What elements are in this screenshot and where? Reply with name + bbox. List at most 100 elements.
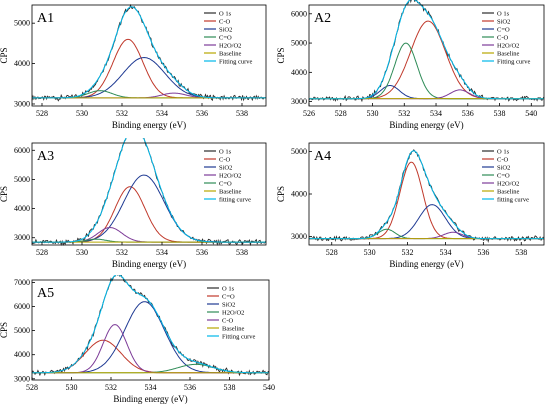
x-tick-label: 538 <box>236 109 248 118</box>
y-tick-label: 4000 <box>291 68 307 77</box>
plot-frame <box>31 4 267 107</box>
y-tick-label: 5000 <box>14 175 30 184</box>
x-tick-label: 532 <box>105 383 117 392</box>
y-tick-label: 3000 <box>14 99 30 108</box>
plot-frame <box>308 4 545 107</box>
legend-label: C-O <box>222 318 234 325</box>
x-tick-label: 534 <box>439 248 451 257</box>
x-tick-label: 530 <box>367 109 379 118</box>
series-sio2 <box>309 204 544 240</box>
panel-label: A1 <box>37 11 54 26</box>
legend-label: C=O <box>219 181 232 188</box>
legend-label: Fitting curve <box>222 334 256 341</box>
chart-svg: 528 530 532 534 536 538 3000 4000 5000 6000 Bindin… <box>0 138 267 269</box>
x-tick-label: 528 <box>335 109 347 118</box>
y-tick-label: 5000 <box>291 147 307 156</box>
x-tick-label: 534 <box>430 109 442 118</box>
legend-label: H2O/O2 <box>219 173 241 180</box>
legend-label: Baseline <box>219 51 241 58</box>
series-c-o <box>309 85 544 100</box>
series-fitting-curve <box>309 0 544 100</box>
y-tick-label: 4000 <box>14 350 30 359</box>
x-axis-label: Binding energy (eV) <box>112 259 186 269</box>
legend-label: C-O <box>219 19 231 26</box>
x-tick-label: 536 <box>196 248 208 257</box>
chart-panel-a5: 528 530 532 534 536 538 540 3000 4000 5000 6000 700… <box>0 275 275 410</box>
y-tick-label: 5000 <box>291 39 307 48</box>
plot-frame <box>31 142 267 246</box>
plot-area <box>308 149 545 243</box>
legend-label: C-O <box>497 35 509 42</box>
legend-label: H2O/O2 <box>497 181 519 188</box>
x-tick-label: 526 <box>303 109 315 118</box>
legend-label: C=O <box>222 294 235 301</box>
y-tick-label: 4000 <box>14 59 30 68</box>
legend-label: Fitting curve <box>497 59 531 66</box>
series-fitting-curve <box>309 150 544 240</box>
legend-label: Baseline <box>219 189 241 196</box>
x-tick-label: 538 <box>515 248 527 257</box>
chart-panel-a1: 528 530 532 534 536 538 3000 4000 5000 Binding en… <box>0 0 272 136</box>
x-tick-label: 528 <box>26 383 38 392</box>
x-tick-label: 540 <box>525 109 537 118</box>
x-axis-label: Binding energy (eV) <box>389 259 463 269</box>
legend-label: fitting curve <box>219 197 251 204</box>
y-axis-label: CPS <box>0 186 9 202</box>
x-tick-label: 538 <box>494 109 506 118</box>
legend-label: SiO2 <box>222 302 235 309</box>
legend-label: O 1s <box>219 11 232 18</box>
series-fitting-curve <box>32 275 269 374</box>
y-tick-label: 6000 <box>291 9 307 18</box>
x-tick-label: 536 <box>196 109 208 118</box>
y-tick-label: 4000 <box>14 204 30 213</box>
y-axis-label: CPS <box>277 186 286 202</box>
legend-label: SiO2 <box>219 27 232 34</box>
chart-svg: 526 528 530 532 534 536 538 540 3000 4000 5000 6000… <box>277 0 545 130</box>
plot-area <box>308 0 545 103</box>
chart-svg: 528 530 532 534 536 538 3000 4000 5000 Binding en… <box>0 3 267 130</box>
x-tick-label: 536 <box>477 248 489 257</box>
legend-label: Baseline <box>222 326 244 333</box>
legend-label: C=O <box>219 35 232 42</box>
legend-label: C-O <box>219 157 231 164</box>
y-tick-label: 7000 <box>14 278 30 287</box>
panel-label: A3 <box>37 149 54 164</box>
x-tick-label: 538 <box>236 248 248 257</box>
chart-panel-a2: 526 528 530 532 534 536 538 540 3000 4000 5000 6000… <box>277 0 550 136</box>
x-axis-label: Binding energy (eV) <box>113 394 187 404</box>
legend-label: H2O/O2 <box>219 43 241 50</box>
x-tick-label: 532 <box>398 109 410 118</box>
x-axis-label: Binding energy (eV) <box>112 120 186 130</box>
y-axis-label: CPS <box>0 322 9 338</box>
y-tick-label: 3000 <box>14 374 30 383</box>
y-tick-label: 6000 <box>14 146 30 155</box>
series-fitting-curve <box>32 6 266 99</box>
x-tick-label: 530 <box>66 383 78 392</box>
x-tick-label: 536 <box>184 383 196 392</box>
chart-svg: 528 530 532 534 536 538 540 3000 4000 5000 6000 700… <box>0 275 275 404</box>
x-tick-label: 528 <box>326 248 338 257</box>
x-tick-label: 532 <box>402 248 414 257</box>
series-h2o-o2 <box>32 226 266 243</box>
panel-label: A5 <box>37 286 54 301</box>
x-tick-label: 530 <box>76 248 88 257</box>
y-axis-label: CPS <box>0 47 9 63</box>
y-tick-label: 5000 <box>14 19 30 28</box>
plot-area <box>31 138 267 247</box>
legend-label: H2O/O2 <box>497 43 519 50</box>
x-tick-label: 532 <box>116 109 128 118</box>
legend-label: SiO2 <box>219 165 232 172</box>
legend-label: Fitting curve <box>219 59 253 66</box>
y-tick-label: 5000 <box>14 326 30 335</box>
legend-label: O 1s <box>219 149 232 156</box>
chart-panel-a3: 528 530 532 534 536 538 3000 4000 5000 6000 Bindin… <box>0 138 272 275</box>
y-axis-label: CPS <box>277 47 286 63</box>
legend-label: O 1s <box>497 11 510 18</box>
x-tick-label: 534 <box>156 248 168 257</box>
panel-label: A2 <box>314 11 331 26</box>
legend-label: Baseline <box>497 51 519 58</box>
legend-label: C=O <box>497 173 510 180</box>
plot-area <box>31 3 267 102</box>
